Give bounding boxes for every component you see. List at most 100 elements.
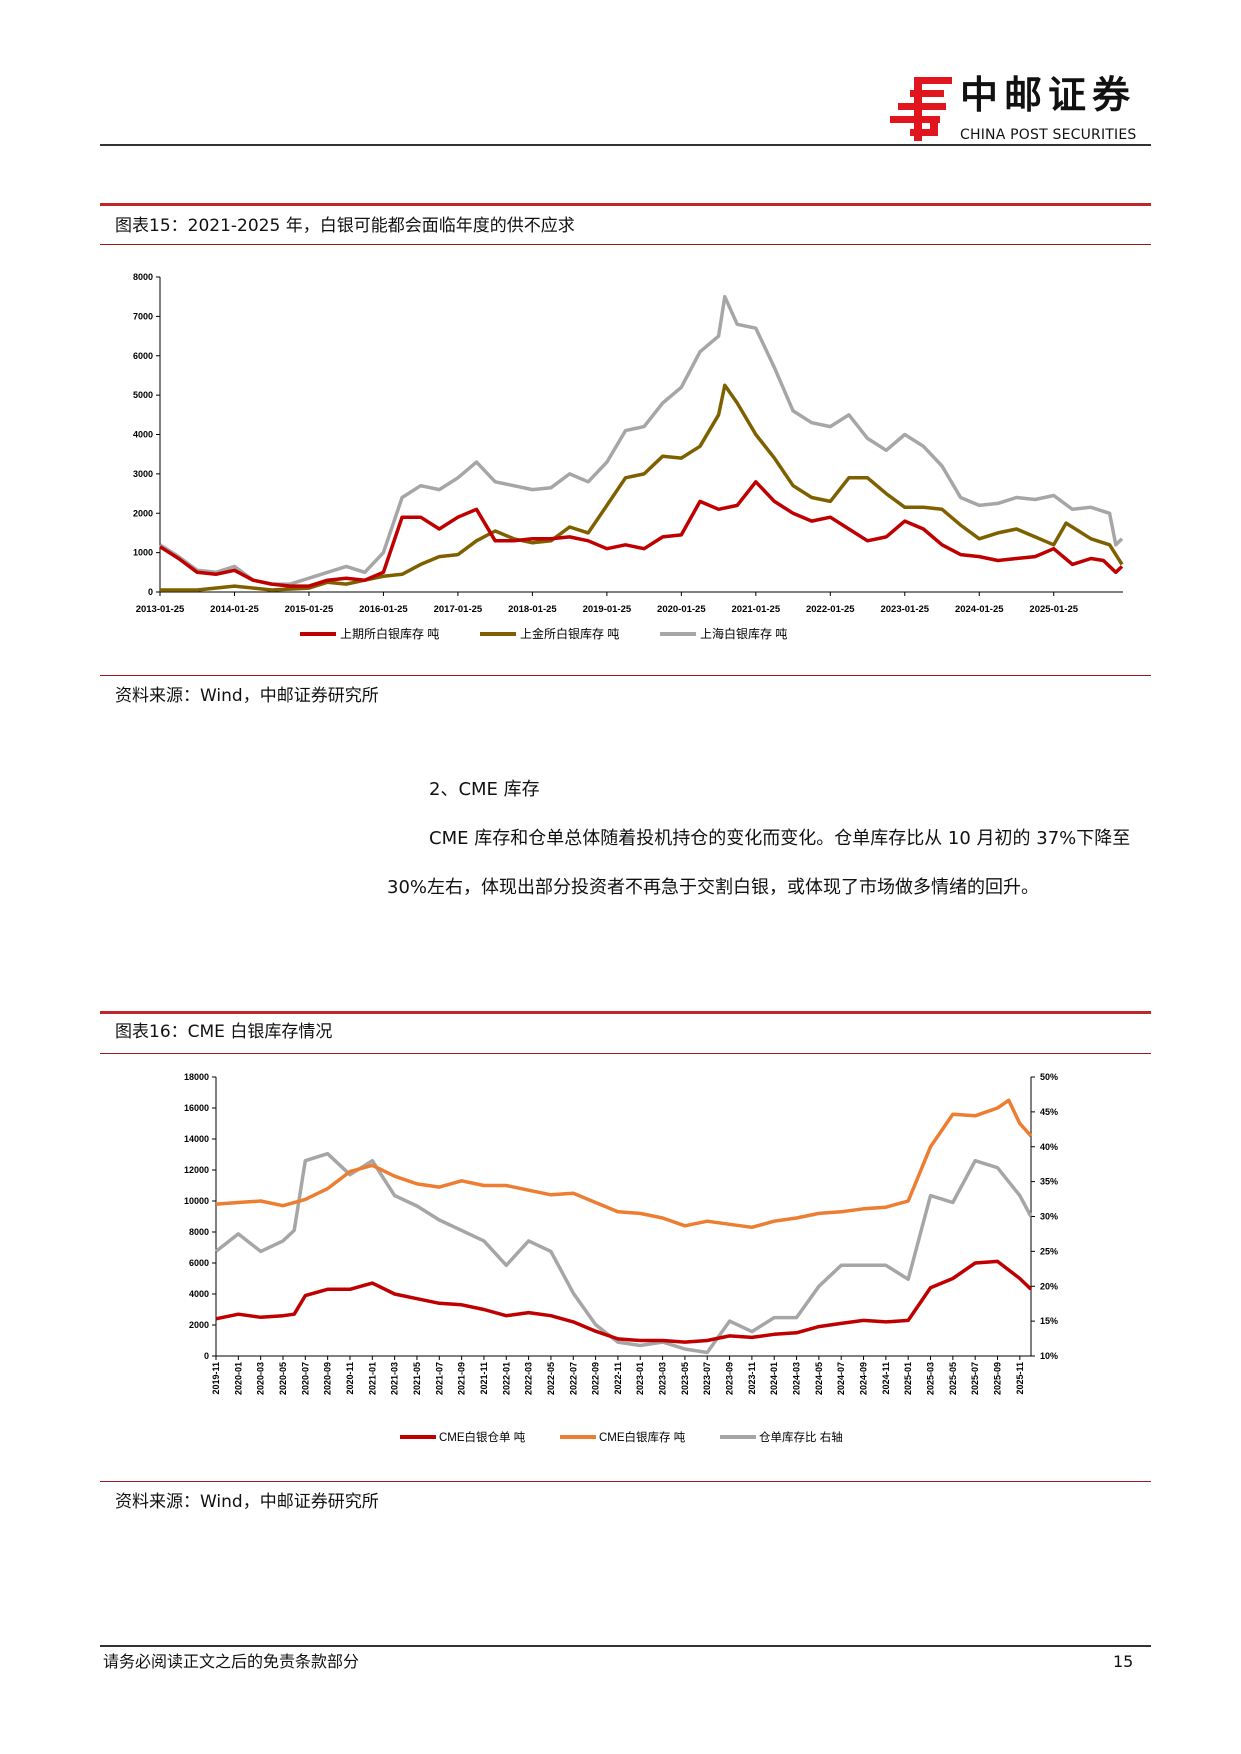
- y2-tick-label: 50%: [1040, 1072, 1058, 1082]
- y-tick-label: 4000: [133, 430, 153, 440]
- x-tick-label: 2025-07: [970, 1362, 980, 1395]
- legend-label-1: 上金所白银库存 吨: [520, 626, 619, 641]
- y-tick-label: 12000: [184, 1165, 209, 1175]
- figure16-bottom-rule: [100, 1481, 1151, 1482]
- x-tick-label: 2023-11: [747, 1362, 757, 1395]
- y-tick-label: 0: [148, 587, 153, 597]
- figure15-title: 图表15：2021-2025 年，白银可能都会面临年度的供不应求: [115, 216, 575, 236]
- x-tick-label: 2024-09: [859, 1362, 869, 1395]
- y-tick-label: 14000: [184, 1134, 209, 1144]
- x-tick-label: 2021-01-25: [732, 604, 781, 615]
- china-post-logo-icon: [890, 77, 952, 141]
- y2-tick-label: 25%: [1040, 1246, 1058, 1256]
- y2-tick-label: 30%: [1040, 1212, 1058, 1222]
- x-tick-label: 2023-05: [680, 1362, 690, 1395]
- series-line-0: [159, 480, 1124, 588]
- x-tick-label: 2020-01-25: [657, 604, 706, 615]
- y-tick-label: 4000: [189, 1289, 209, 1299]
- x-tick-label: 2020-01: [233, 1362, 243, 1395]
- y-tick-label: 6000: [133, 351, 153, 361]
- x-tick-label: 2022-03: [524, 1362, 534, 1395]
- series-line-0: [215, 1259, 1033, 1344]
- y2-tick-label: 20%: [1040, 1281, 1058, 1291]
- x-tick-label: 2015-01-25: [285, 604, 334, 615]
- figure16-title-rule: [100, 1053, 1151, 1054]
- y-tick-label: 16000: [184, 1103, 209, 1113]
- y-tick-label: 1000: [133, 548, 153, 558]
- x-tick-label: 2020-11: [345, 1362, 355, 1395]
- series-line-1: [215, 1098, 1033, 1230]
- x-tick-label: 2022-01-25: [806, 604, 855, 615]
- x-tick-label: 2022-09: [591, 1362, 601, 1395]
- section-heading: 2、CME 库存: [429, 779, 540, 800]
- y-tick-label: 2000: [133, 508, 153, 518]
- y2-tick-label: 35%: [1040, 1177, 1058, 1187]
- footer-divider: [100, 1645, 1151, 1647]
- x-tick-label: 2020-09: [323, 1362, 333, 1395]
- y-tick-label: 3000: [133, 469, 153, 479]
- legend-label-1: CME白银库存 吨: [599, 1430, 686, 1444]
- y-tick-label: 7000: [133, 311, 153, 321]
- y-tick-label: 5000: [133, 390, 153, 400]
- x-tick-label: 2023-09: [725, 1362, 735, 1395]
- figure15-source: 资料来源：Wind，中邮证券研究所: [115, 686, 379, 706]
- legend-label-2: 仓单库存比 右轴: [759, 1430, 843, 1444]
- x-tick-label: 2024-07: [836, 1362, 846, 1395]
- paragraph-text: CME 库存和仓单总体随着投机持仓的变化而变化。仓单库存比从 10 月初的 37…: [387, 828, 1131, 898]
- figure15-title-rule: [100, 244, 1151, 245]
- x-tick-label: 2020-05: [278, 1362, 288, 1395]
- series-line-2: [159, 294, 1124, 586]
- x-tick-label: 2014-01-25: [210, 604, 259, 615]
- y-tick-label: 8000: [189, 1227, 209, 1237]
- x-tick-label: 2021-09: [457, 1362, 467, 1395]
- x-tick-label: 2023-01: [635, 1362, 645, 1395]
- y-tick-label: 10000: [184, 1196, 209, 1206]
- x-tick-label: 2024-05: [814, 1362, 824, 1395]
- x-tick-label: 2021-07: [434, 1362, 444, 1395]
- x-tick-label: 2018-01-25: [508, 604, 557, 615]
- x-tick-label: 2021-11: [479, 1362, 489, 1395]
- footer-disclaimer: 请务必阅读正文之后的免责条款部分: [103, 1652, 360, 1671]
- x-tick-label: 2025-03: [926, 1362, 936, 1395]
- x-tick-label: 2020-07: [300, 1362, 310, 1395]
- x-tick-label: 2025-09: [993, 1362, 1003, 1395]
- y-tick-label: 18000: [184, 1072, 209, 1082]
- legend-label-2: 上海白银库存 吨: [700, 626, 787, 641]
- x-tick-label: 2021-03: [390, 1362, 400, 1395]
- x-tick-label: 2024-01-25: [955, 604, 1004, 615]
- x-tick-label: 2016-01-25: [359, 604, 408, 615]
- x-tick-label: 2013-01-25: [136, 604, 185, 615]
- x-tick-label: 2024-03: [792, 1362, 802, 1395]
- x-tick-label: 2021-01: [367, 1362, 377, 1395]
- x-tick-label: 2025-01-25: [1029, 604, 1078, 615]
- figure16-top-rule: [100, 1011, 1151, 1014]
- legend-label-0: 上期所白银库存 吨: [340, 626, 439, 641]
- x-tick-label: 2022-07: [568, 1362, 578, 1395]
- x-tick-label: 2025-11: [1015, 1362, 1025, 1395]
- y2-tick-label: 10%: [1040, 1351, 1058, 1361]
- x-tick-label: 2023-01-25: [880, 604, 929, 615]
- y2-tick-label: 40%: [1040, 1142, 1058, 1152]
- x-tick-label: 2024-01: [769, 1362, 779, 1395]
- y-tick-label: 6000: [189, 1258, 209, 1268]
- y-tick-label: 0: [204, 1351, 209, 1361]
- series-line-1: [160, 383, 1124, 592]
- x-tick-label: 2025-01: [903, 1362, 913, 1395]
- y-tick-label: 2000: [189, 1320, 209, 1330]
- header-divider: [100, 144, 1151, 146]
- series-line-2: [214, 1151, 1033, 1355]
- x-tick-label: 2017-01-25: [434, 604, 483, 615]
- x-tick-label: 2021-05: [412, 1362, 422, 1395]
- figure15-top-rule: [100, 203, 1151, 206]
- x-tick-label: 2023-03: [658, 1362, 668, 1395]
- x-tick-label: 2025-05: [948, 1362, 958, 1395]
- x-tick-label: 2022-05: [546, 1362, 556, 1395]
- legend-label-0: CME白银仓单 吨: [439, 1430, 526, 1444]
- x-tick-label: 2022-01: [501, 1362, 511, 1395]
- page-number: 15: [1113, 1652, 1134, 1671]
- x-tick-label: 2020-03: [256, 1362, 266, 1395]
- x-tick-label: 2024-11: [881, 1362, 891, 1395]
- figure16-chart: 0 2000 4000 6000 8000 10000 12000 14000 16000 180…: [184, 1072, 1058, 1444]
- y-tick-label: 8000: [133, 272, 153, 282]
- figure15-bottom-rule: [100, 675, 1151, 676]
